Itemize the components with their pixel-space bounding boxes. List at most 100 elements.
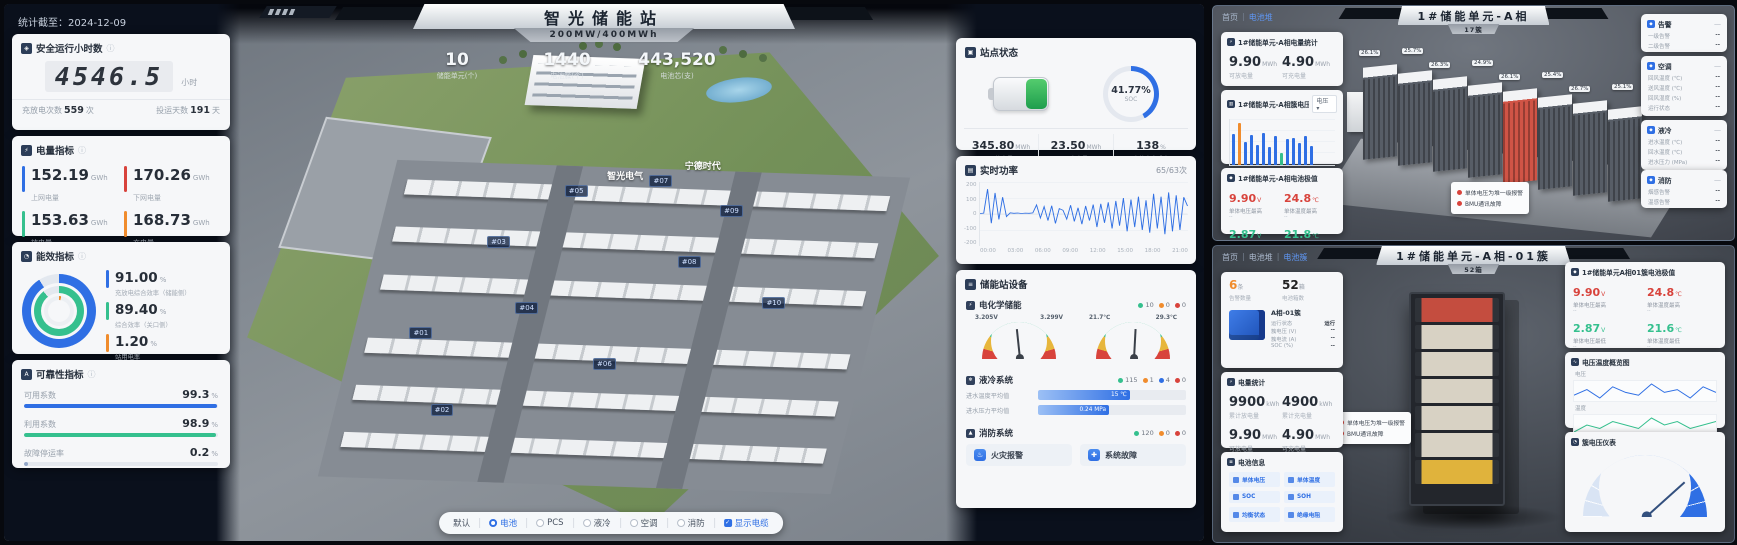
voltage-bar[interactable] [1292,137,1295,165]
checkbox-icon[interactable]: ✓ [723,519,732,527]
extreme-value: 2.87 [1229,228,1257,241]
storage-container[interactable] [1468,82,1502,178]
extreme-item: 24.8℃ 单体温度最高 -- [1284,187,1335,220]
toolbar-item-电池[interactable]: 电池 [489,517,517,529]
storage-container[interactable] [1433,76,1467,172]
info-icon[interactable]: ⓘ [78,145,87,155]
battery-link-chip[interactable]: SOC [1229,491,1280,503]
collapse-button[interactable]: — [1714,126,1721,134]
system-fault-item[interactable]: ✚ 系统故障 [1080,444,1186,466]
collapse-button[interactable]: — [1714,62,1721,70]
storage-container[interactable] [1538,94,1572,190]
radio-icon[interactable] [676,519,685,527]
unit-tag-label[interactable]: #09 [720,205,743,218]
battery-module[interactable] [1415,352,1499,376]
voltage-sparkline[interactable] [1573,380,1717,402]
breadcrumb-item-2[interactable]: 电池堆 [1248,13,1273,22]
breadcrumb-item-1[interactable]: 首页 [1222,253,1238,262]
list-icon: ≣ [1227,458,1235,466]
alarm-count: 6条 告警数量 [1229,278,1252,302]
unit-title: 1#储能单元-A相 [1397,6,1550,25]
cluster-module-thumbnail[interactable] [1229,310,1265,340]
toolbar-item-显示电缆[interactable]: ✓ 显示电缆 [723,517,769,529]
battery-module[interactable] [1415,433,1499,457]
breadcrumb-separator: | [1242,252,1245,261]
voltage-bar[interactable] [1244,142,1247,165]
battery-link-chip[interactable]: 绝缘电阻 [1284,507,1335,522]
unit-subtitle: 17簇 [1447,24,1500,34]
toolbar-item-液冷[interactable]: 液冷 [582,517,611,529]
breadcrumb-item-3[interactable]: 电池簇 [1283,253,1308,262]
info-icon[interactable]: ⓘ [78,251,87,261]
unit-tag-label[interactable]: #02 [430,403,454,416]
radio-icon[interactable] [582,519,591,527]
voltage-bar[interactable] [1298,143,1301,165]
unit-tag-label[interactable]: #01 [409,327,433,340]
breadcrumb-item-1[interactable]: 首页 [1222,13,1238,22]
reliability-card: A 可靠性指标 ⓘ 可用系数 99.3% 利用系数 98.9% 故障停运率 0.2% [12,360,230,468]
power-line-chart[interactable] [979,182,1188,246]
toolbar-item-默认[interactable]: 默认 [453,517,470,529]
cluster-voltage-bar-chart[interactable] [1229,119,1335,166]
data-row: 送风温度 (℃) -- [1641,83,1727,93]
voltage-bar[interactable] [1256,145,1259,165]
storage-container-alarm[interactable] [1503,88,1537,184]
metric-dropdown[interactable]: 电压 ▾ [1312,95,1337,113]
voltage-bar[interactable] [1286,139,1289,165]
battery-module[interactable] [1415,379,1499,403]
battery-link-chip[interactable]: 单体电压 [1229,472,1280,487]
voltage-bar[interactable] [1310,145,1313,165]
extreme-value: 2.87 [1573,322,1601,335]
unit-tag-label[interactable]: #04 [515,301,539,314]
voltage-bar[interactable] [1232,134,1235,165]
unit-dischargeable: 9.90MWh 可放电量 [1229,55,1277,80]
unit-tag-label[interactable]: #05 [564,184,588,197]
battery-link-chip[interactable]: SOH [1284,491,1335,503]
toolbar-item-PCS[interactable]: PCS [536,518,564,528]
radio-icon[interactable] [629,519,638,527]
battery-module[interactable] [1415,460,1499,484]
efficiency-gateway-side: 89.40 % 综合效率（关口侧） [106,302,220,329]
storage-container[interactable] [1398,70,1432,166]
station-status-card: ▣ 站点状态 41.77% SOC 345.80MWh 可放电量 2 [956,38,1196,163]
voltage-bar[interactable] [1238,123,1241,165]
unit-tag-label[interactable]: #06 [593,357,616,370]
voltage-bar[interactable] [1262,133,1265,165]
battery-module[interactable] [1415,406,1499,430]
cluster-info-card: 6条 告警数量 52箱 电池箱数 A相-01簇 运行状态 运行 簇电压 (V) -- 簇… [1221,272,1343,368]
collapse-button[interactable]: — [1714,176,1721,184]
battery-module-alarm[interactable] [1415,298,1499,322]
collapse-button[interactable]: — [1714,20,1721,28]
extreme-label: 单体温度最低 [1647,339,1681,345]
voltage-bar[interactable] [1250,135,1253,165]
unit-tag-label[interactable]: #07 [649,174,673,187]
battery-module[interactable] [1415,325,1499,349]
voltage-bar[interactable] [1274,136,1277,165]
row-label: 进水温度 (℃) [1648,140,1683,146]
card-title: 站点状态 [980,48,1019,59]
unit-tag-label[interactable]: #10 [762,296,786,309]
legend-item: 4 [1158,376,1170,384]
battery-link-chip[interactable]: 均衡状态 [1229,507,1280,522]
storage-container[interactable] [1608,106,1642,202]
extreme-value-row: 2.87V [1573,317,1643,336]
voltage-bar[interactable] [1268,147,1271,165]
storage-container[interactable] [1573,100,1607,196]
fire-alarm-item[interactable]: ♨ 火灾报警 [966,444,1072,466]
chip-label: SOC [1242,494,1256,500]
unit-tag-label[interactable]: #03 [487,235,510,248]
radio-icon[interactable] [536,519,545,527]
toolbar-item-消防[interactable]: 消防 [676,517,705,529]
breadcrumb-item-2[interactable]: 电池堆 [1248,253,1273,262]
voltage-bar[interactable] [1304,135,1307,165]
info-icon[interactable]: ⓘ [106,43,115,53]
toolbar-item-空调[interactable]: 空调 [629,517,658,529]
station-3d-scene[interactable]: 智光电气 宁德时代 #01 #02 #03 #04 #05 #06 #07 #08 #09 #10 [240,32,946,541]
battery-rack-3d[interactable] [1409,292,1505,506]
info-icon[interactable]: ⓘ [87,369,96,379]
unit-tag-label[interactable]: #08 [677,255,701,268]
voltage-bar[interactable] [1280,152,1283,165]
battery-link-chip[interactable]: 单体温度 [1284,472,1335,487]
radio-icon[interactable] [489,519,498,527]
storage-container[interactable] [1363,64,1397,160]
